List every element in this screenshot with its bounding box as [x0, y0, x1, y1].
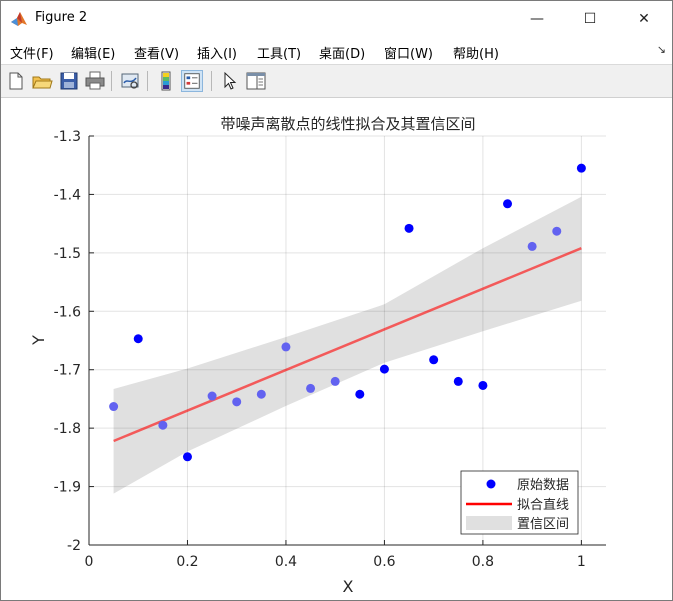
menu-tools[interactable]: 工具(T): [257, 47, 302, 62]
x-tick-label: 0.2: [176, 554, 198, 570]
legend-marker-raw-data: [486, 479, 496, 489]
close-icon: ✕: [638, 11, 650, 27]
data-point: [330, 376, 340, 386]
data-points-layer: [109, 163, 586, 462]
y-tick-label: -1.5: [54, 246, 81, 262]
y-tick-label: -1.3: [54, 129, 81, 145]
menu-view[interactable]: 查看(V): [134, 47, 180, 62]
data-point: [281, 342, 291, 352]
data-point: [576, 163, 586, 173]
plot-area: 0 0.2 0.4 0.6 0.8 1 -2 -1.9 -1.8 -1.7 -1.6 -1.5 -1.4…: [29, 115, 606, 596]
x-tick-label: 0.8: [472, 554, 494, 570]
legend-marker-confidence-band: [466, 516, 512, 530]
figure-toolbar: [1, 64, 672, 98]
menu-desktop[interactable]: 桌面(D): [319, 47, 366, 62]
x-tick-label: 0.4: [275, 554, 297, 570]
maximize-button[interactable]: ☐: [567, 1, 613, 37]
close-button[interactable]: ✕: [621, 1, 667, 37]
data-point: [527, 241, 537, 251]
data-point: [232, 397, 242, 407]
new-figure-icon[interactable]: [5, 70, 27, 92]
legend-label-confidence-band: 置信区间: [517, 517, 569, 532]
data-point: [207, 391, 217, 401]
chart-title: 带噪声离散点的线性拟合及其置信区间: [220, 115, 475, 133]
x-tick-label: 1: [577, 554, 586, 570]
data-point: [478, 380, 488, 390]
data-point: [429, 355, 439, 365]
title-bar: Figure 2 — ☐ ✕: [1, 1, 672, 37]
minimize-icon: —: [530, 11, 544, 27]
y-tick-label: -2: [67, 538, 81, 554]
colorbar-icon[interactable]: [155, 70, 177, 92]
save-icon[interactable]: [58, 70, 80, 92]
print-icon[interactable]: [84, 70, 106, 92]
pointer-icon[interactable]: [219, 70, 241, 92]
legend[interactable]: 原始数据 拟合直线 置信区间: [460, 470, 579, 535]
data-point: [182, 452, 192, 462]
y-tick-label: -1.4: [54, 187, 81, 203]
menu-overflow-icon[interactable]: ↘: [656, 43, 666, 56]
toolbar-separator: [211, 71, 212, 91]
x-tick-label: 0.6: [373, 554, 395, 570]
fit-line-layer: [113, 247, 582, 443]
x-tick-label: 0: [85, 554, 94, 570]
property-inspector-icon[interactable]: [245, 70, 267, 92]
axes-layer: 0 0.2 0.4 0.6 0.8 1 -2 -1.9 -1.8 -1.7 -1.6 -1.5 -1.4…: [54, 129, 606, 570]
data-point: [306, 383, 316, 393]
link-plot-icon[interactable]: [119, 70, 141, 92]
data-point: [453, 376, 463, 386]
menu-insert[interactable]: 插入(I): [197, 47, 237, 62]
data-point: [109, 402, 119, 412]
menu-edit[interactable]: 编辑(E): [71, 47, 116, 62]
data-point: [404, 223, 414, 233]
legend-icon[interactable]: [181, 70, 203, 92]
data-point: [158, 420, 168, 430]
window-title: Figure 2: [35, 10, 88, 25]
data-point: [552, 226, 562, 236]
legend-label-raw-data: 原始数据: [517, 478, 569, 493]
toolbar-separator: [111, 71, 112, 91]
y-tick-label: -1.9: [54, 480, 81, 496]
menu-file[interactable]: 文件(F): [10, 47, 54, 62]
data-point: [503, 199, 513, 209]
data-point: [133, 334, 143, 344]
maximize-icon: ☐: [583, 11, 597, 27]
minimize-button[interactable]: —: [514, 1, 560, 37]
menu-window[interactable]: 窗口(W): [384, 47, 433, 62]
fit-line: [113, 247, 582, 443]
data-point: [379, 364, 389, 374]
x-axis-label: X: [343, 577, 354, 596]
y-tick-label: -1.7: [54, 363, 81, 379]
y-tick-label: -1.8: [54, 421, 81, 437]
legend-box: [460, 470, 579, 535]
data-point: [256, 389, 266, 399]
y-axis-label: Y: [29, 335, 48, 346]
menu-help[interactable]: 帮助(H): [453, 47, 499, 62]
open-file-icon[interactable]: [31, 70, 53, 92]
legend-label-fit-line: 拟合直线: [517, 498, 569, 513]
matlab-logo-icon: [11, 12, 27, 26]
toolbar-separator: [147, 71, 148, 91]
menu-bar: 文件(F) 编辑(E) 查看(V) 插入(I) 工具(T) 桌面(D) 窗口(W…: [1, 37, 672, 64]
y-tick-label: -1.6: [54, 304, 81, 320]
data-point: [355, 389, 365, 399]
